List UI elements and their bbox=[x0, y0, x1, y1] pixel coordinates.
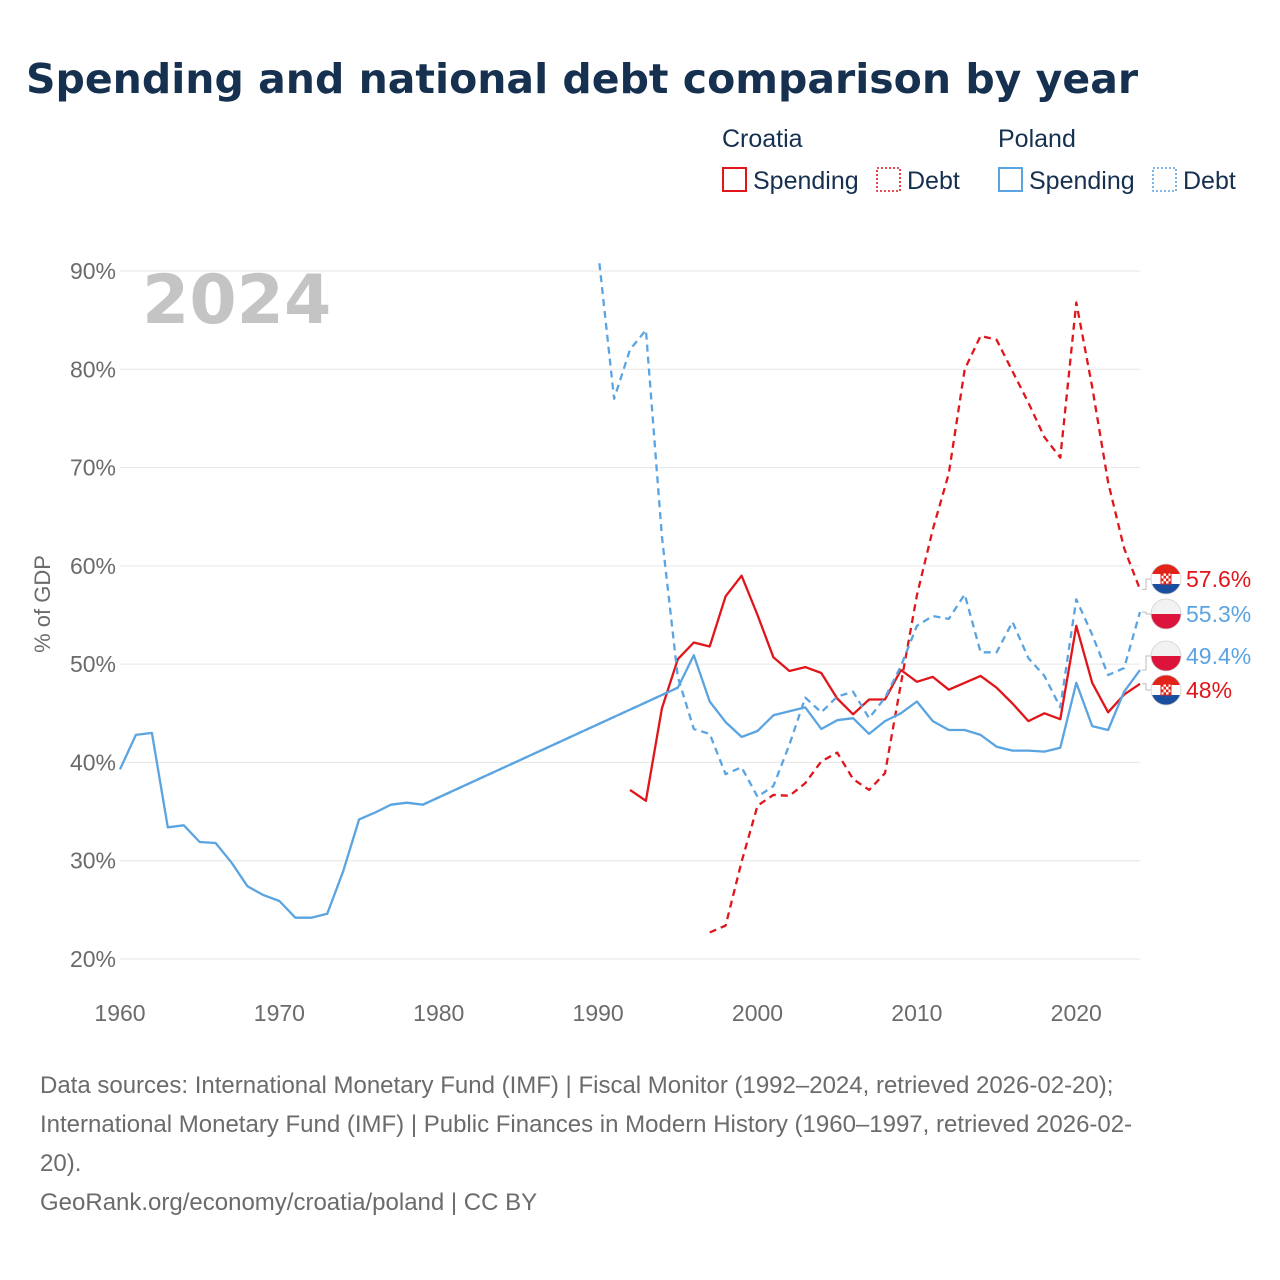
x-tick-label: 2010 bbox=[891, 1000, 942, 1026]
y-tick-label: 90% bbox=[70, 258, 116, 284]
x-tick-label: 1960 bbox=[94, 1000, 145, 1026]
end-labels: 48% 57.6% 49.4% 55.3% bbox=[1142, 563, 1251, 706]
x-axis-ticks: 1960 1970 1980 1990 2000 2010 2020 bbox=[94, 1000, 1101, 1026]
end-label-connector bbox=[1142, 611, 1152, 615]
source-line-1: Data sources: International Monetary Fun… bbox=[40, 1072, 1113, 1099]
end-label-poland-debt: 55.3% bbox=[1186, 601, 1251, 627]
end-label-connector bbox=[1142, 683, 1152, 691]
legend-group-croatia: Croatia bbox=[722, 125, 803, 153]
legend-swatch-croatia-debt bbox=[876, 167, 901, 192]
croatia-flag-icon bbox=[1150, 674, 1182, 706]
chart-title: Spending and national debt comparison by… bbox=[26, 55, 1139, 103]
legend: Croatia Spending Debt Poland Spending Debt bbox=[722, 125, 1236, 195]
legend-label-poland-spending[interactable]: Spending bbox=[1029, 167, 1135, 195]
x-tick-label: 1970 bbox=[254, 1000, 305, 1026]
end-label-connector bbox=[1142, 578, 1152, 590]
legend-swatch-poland-debt bbox=[1152, 167, 1177, 192]
series-line-croatia-debt bbox=[709, 301, 1142, 934]
croatia-flag-icon bbox=[1150, 563, 1182, 595]
y-axis-ticks: 20% 30% 40% 50% 60% 70% 80% 90% bbox=[70, 258, 116, 972]
footer: Data sources: International Monetary Fun… bbox=[40, 1072, 1132, 1216]
x-tick-label: 1990 bbox=[573, 1000, 624, 1026]
x-tick-label: 1980 bbox=[413, 1000, 464, 1026]
gridlines bbox=[120, 270, 1140, 960]
y-tick-label: 30% bbox=[70, 848, 116, 874]
source-line-3: 20). bbox=[40, 1150, 81, 1177]
legend-label-poland-debt[interactable]: Debt bbox=[1183, 167, 1236, 195]
source-line-2: International Monetary Fund (IMF) | Publ… bbox=[40, 1111, 1132, 1138]
legend-label-croatia-debt[interactable]: Debt bbox=[907, 167, 960, 195]
series-line-croatia-spending bbox=[629, 574, 1141, 802]
x-tick-label: 2020 bbox=[1051, 1000, 1102, 1026]
y-tick-label: 50% bbox=[70, 651, 116, 677]
series-line-poland-spending-gap bbox=[422, 686, 679, 806]
y-tick-label: 60% bbox=[70, 553, 116, 579]
end-label-connector bbox=[1142, 655, 1152, 671]
y-tick-label: 70% bbox=[70, 455, 116, 481]
y-axis-label: % of GDP bbox=[30, 555, 55, 653]
series-line-poland-debt bbox=[598, 262, 1142, 798]
legend-swatch-poland-spending bbox=[998, 167, 1023, 192]
x-tick-label: 2000 bbox=[732, 1000, 783, 1026]
y-tick-label: 40% bbox=[70, 749, 116, 775]
series-lines bbox=[118, 262, 1142, 934]
end-label-croatia-spending: 48% bbox=[1186, 677, 1232, 703]
credit-link[interactable]: GeoRank.org/economy/croatia/poland | CC … bbox=[40, 1189, 537, 1216]
end-label-poland-spending: 49.4% bbox=[1186, 643, 1251, 669]
year-label: 2024 bbox=[142, 261, 331, 340]
legend-label-croatia-spending[interactable]: Spending bbox=[753, 167, 859, 195]
end-label-croatia-debt: 57.6% bbox=[1186, 566, 1251, 592]
poland-flag-icon bbox=[1150, 598, 1182, 630]
legend-group-poland: Poland bbox=[998, 125, 1076, 153]
y-tick-label: 20% bbox=[70, 946, 116, 972]
y-tick-label: 80% bbox=[70, 356, 116, 382]
series-line-poland-spending bbox=[118, 654, 1141, 919]
poland-flag-icon bbox=[1150, 640, 1182, 672]
legend-swatch-croatia-spending bbox=[722, 167, 747, 192]
